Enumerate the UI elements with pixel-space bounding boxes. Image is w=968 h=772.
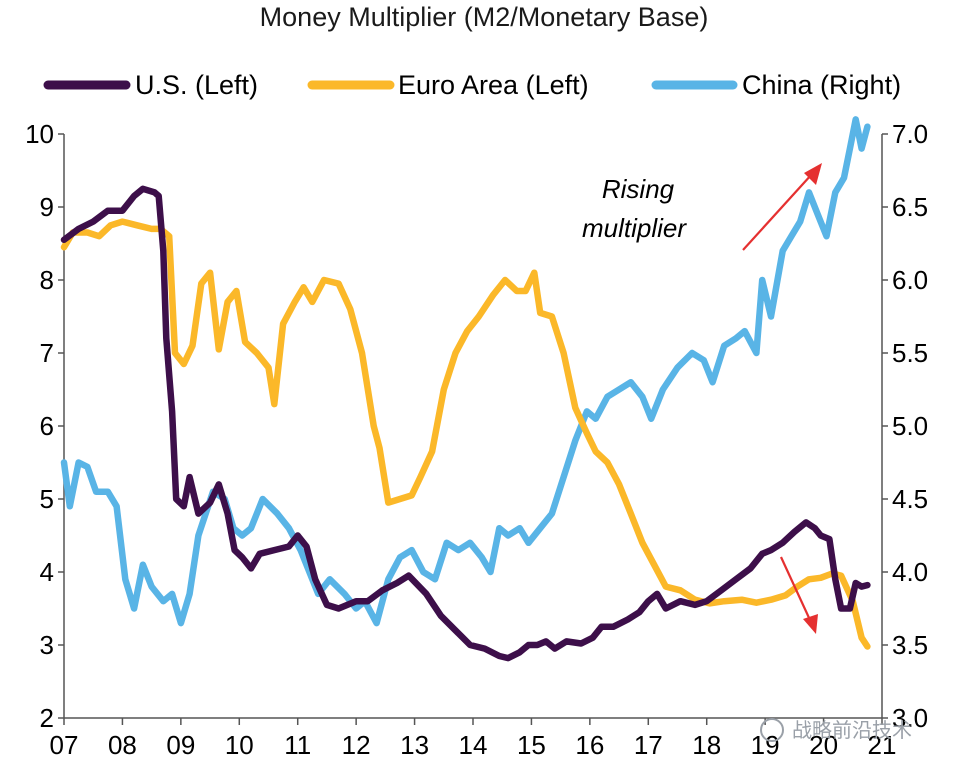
watermark: 战略前沿技术: [760, 718, 912, 742]
annotations: Rising multiplier: [582, 163, 822, 634]
x-tick-label: 18: [692, 730, 721, 760]
left-tick-label: 3: [40, 630, 54, 660]
legend-label-us: U.S. (Left): [135, 70, 258, 100]
left-tick-label: 10: [25, 119, 54, 149]
right-tick-label: 5.0: [892, 411, 928, 441]
right-tick-label: 3.5: [892, 630, 928, 660]
x-tick-label: 08: [108, 730, 137, 760]
x-tick-label: 20: [809, 730, 838, 760]
rising-arrow-head: [804, 163, 822, 185]
annotation-rising: Rising: [602, 174, 675, 204]
x-tick-label: 11: [284, 730, 311, 760]
wechat-icon: [760, 718, 784, 742]
series-line-us: [60, 185, 871, 662]
right-tick-label: 4.0: [892, 557, 928, 587]
x-tick-label: 09: [166, 730, 195, 760]
x-tick-label: 21: [868, 730, 897, 760]
right-tick-label: 4.5: [892, 484, 928, 514]
x-tick-label: 17: [634, 730, 663, 760]
watermark-text: 战略前沿技术: [792, 719, 912, 742]
x-tick-label: 10: [225, 730, 254, 760]
x-tick-label: 16: [575, 730, 604, 760]
x-tick-label: 14: [459, 730, 488, 760]
right-tick-label: 6.0: [892, 265, 928, 295]
annotation-multiplier: multiplier: [582, 213, 687, 243]
legend-label-china: China (Right): [742, 70, 901, 100]
left-tick-label: 7: [40, 338, 54, 368]
left-tick-labels: 2 3 4 5 6 7 8 9 10: [25, 119, 64, 733]
x-tick-label: 13: [400, 730, 429, 760]
left-tick-label: 8: [40, 265, 54, 295]
left-tick-label: 5: [40, 484, 54, 514]
x-tick-label: 19: [751, 730, 780, 760]
legend: U.S. (Left) Euro Area (Left) China (Righ…: [43, 70, 901, 100]
right-tick-labels: 3.0 3.5 4.0 4.5 5.0 5.5 6.0 6.5 7.0: [882, 119, 928, 733]
series-line-china: [60, 116, 871, 627]
x-tick-label: 12: [342, 730, 371, 760]
right-tick-label: 7.0: [892, 119, 928, 149]
falling-arrow-line: [780, 556, 811, 621]
left-tick-label: 4: [40, 557, 54, 587]
left-tick-label: 9: [40, 192, 54, 222]
chart-title: Money Multiplier (M2/Monetary Base): [260, 2, 709, 32]
series-line-euro-area: [60, 218, 871, 650]
right-tick-label: 5.5: [892, 338, 928, 368]
x-tick-label: 15: [517, 730, 546, 760]
falling-arrow-head: [803, 614, 818, 634]
right-tick-label: 3.0: [892, 703, 928, 733]
x-tick-labels: 07 08 09 10 11 12 13 14 15 16 17 18 19 20 21: [50, 718, 897, 760]
axes: [63, 134, 883, 719]
x-tick-label: 07: [50, 730, 79, 760]
series-lines: [60, 116, 871, 662]
left-tick-label: 2: [40, 703, 54, 733]
legend-label-euro: Euro Area (Left): [398, 70, 589, 100]
left-tick-label: 6: [40, 411, 54, 441]
right-tick-label: 6.5: [892, 192, 928, 222]
rising-arrow-line: [742, 173, 813, 251]
